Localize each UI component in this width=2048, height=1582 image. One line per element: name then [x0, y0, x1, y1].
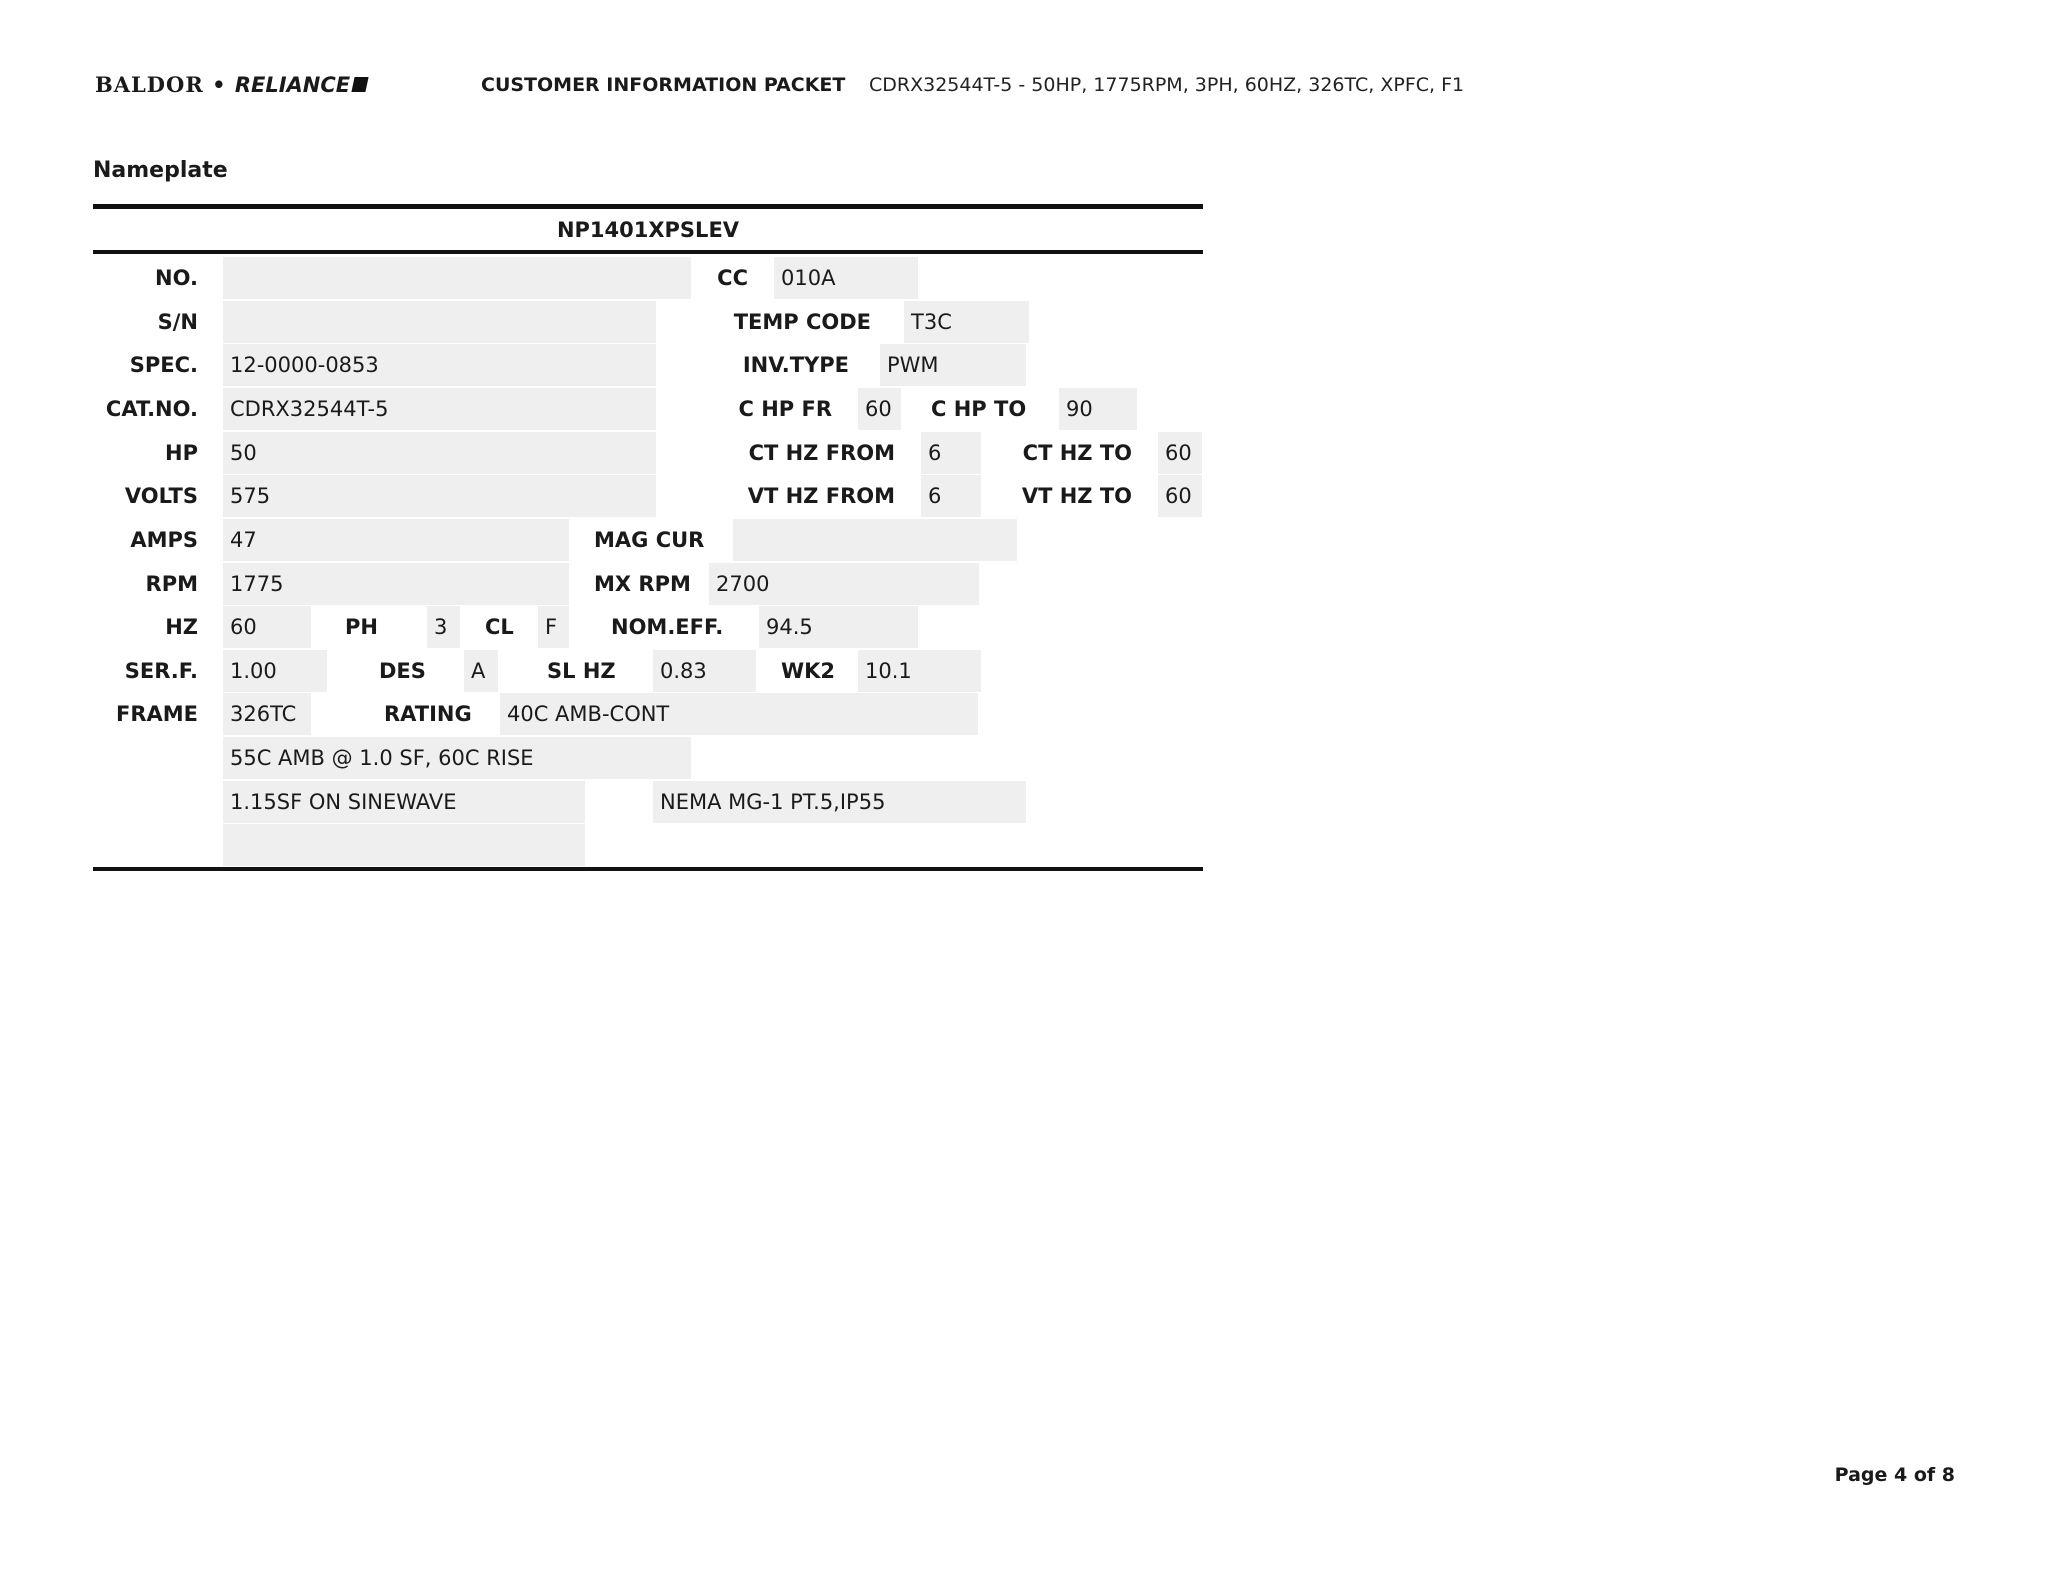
label-no: NO. [155, 266, 198, 290]
label-cc: CC [717, 266, 748, 290]
value-cat-no: CDRX32544T-5 [223, 388, 656, 430]
value-ph: 3 [427, 606, 460, 648]
label-cat-no: CAT.NO. [105, 397, 198, 421]
value-temp-code: T3C [904, 301, 1029, 343]
packet-title: CUSTOMER INFORMATION PACKET [481, 74, 846, 96]
row-no: NO. CC 010A [0, 257, 2048, 299]
value-vt-hz-to: 60 [1158, 475, 1202, 517]
label-ser-f: SER.F. [124, 659, 198, 683]
label-sl-hz: SL HZ [547, 659, 616, 683]
row-hz: HZ 60 PH 3 CL F NOM.EFF. 94.5 [0, 606, 2048, 648]
row-spec: SPEC. 12-0000-0853 INV.TYPE PWM [0, 344, 2048, 386]
value-amps: 47 [223, 519, 569, 561]
label-nom-eff: NOM.EFF. [611, 615, 724, 639]
label-des: DES [379, 659, 426, 683]
value-vt-hz-from: 6 [921, 475, 981, 517]
value-c-hp-to: 90 [1059, 388, 1137, 430]
value-hp: 50 [223, 432, 656, 474]
row-hp: HP 50 CT HZ FROM 6 CT HZ TO 60 [0, 432, 2048, 474]
value-rpm: 1775 [223, 563, 569, 605]
row-sn: S/N TEMP CODE T3C [0, 301, 2048, 343]
row-volts: VOLTS 575 VT HZ FROM 6 VT HZ TO 60 [0, 475, 2048, 517]
value-volts: 575 [223, 475, 656, 517]
label-ct-hz-from: CT HZ FROM [748, 441, 895, 465]
row-amps: AMPS 47 MAG CUR [0, 519, 2048, 561]
label-vt-hz-from: VT HZ FROM [747, 484, 895, 508]
value-note-4 [223, 824, 585, 866]
label-cl: CL [485, 615, 514, 639]
value-mx-rpm: 2700 [709, 563, 979, 605]
value-inv-type: PWM [880, 344, 1026, 386]
value-wk2: 10.1 [858, 650, 981, 692]
value-ser-f: 1.00 [223, 650, 327, 692]
label-wk2: WK2 [781, 659, 836, 683]
row-cat-no: CAT.NO. CDRX32544T-5 C HP FR 60 C HP TO … [0, 388, 2048, 430]
label-sn: S/N [157, 310, 198, 334]
label-spec: SPEC. [129, 353, 198, 377]
label-inv-type: INV.TYPE [742, 353, 849, 377]
nameplate-id: NP1401XPSLEV [556, 218, 740, 242]
label-c-hp-fr: C HP FR [738, 397, 832, 421]
label-rpm: RPM [145, 572, 198, 596]
row-frame: FRAME 326TC RATING 40C AMB-CONT [0, 693, 2048, 735]
product-description: CDRX32544T-5 - 50HP, 1775RPM, 3PH, 60HZ,… [869, 74, 1465, 96]
top-rule [93, 204, 1203, 209]
value-spec: 12-0000-0853 [223, 344, 656, 386]
label-mx-rpm: MX RPM [594, 572, 691, 596]
label-hz: HZ [165, 615, 198, 639]
value-note-1: 55C AMB @ 1.0 SF, 60C RISE [223, 737, 691, 779]
value-ct-hz-to: 60 [1158, 432, 1202, 474]
label-ct-hz-to: CT HZ TO [1022, 441, 1132, 465]
bottom-rule [93, 867, 1203, 871]
label-rating: RATING [384, 702, 472, 726]
label-temp-code: TEMP CODE [733, 310, 871, 334]
section-title: Nameplate [93, 158, 228, 183]
row-ser-f: SER.F. 1.00 DES A SL HZ 0.83 WK2 10.1 [0, 650, 2048, 692]
value-sn [223, 301, 656, 343]
value-no [223, 257, 691, 299]
row-note-2: 1.15SF ON SINEWAVE NEMA MG-1 PT.5,IP55 [0, 781, 2048, 823]
baldor-reliance-logo: BALDOR • RELIANCE [95, 72, 369, 97]
value-hz: 60 [223, 606, 311, 648]
value-cc: 010A [774, 257, 918, 299]
value-note-2: 1.15SF ON SINEWAVE [223, 781, 585, 823]
value-rating: 40C AMB-CONT [500, 693, 978, 735]
row-note-4 [0, 824, 2048, 866]
value-ct-hz-from: 6 [921, 432, 981, 474]
label-mag-cur: MAG CUR [594, 528, 705, 552]
value-mag-cur [733, 519, 1017, 561]
row-note-1: 55C AMB @ 1.0 SF, 60C RISE [0, 737, 2048, 779]
value-sl-hz: 0.83 [653, 650, 756, 692]
header-rule [93, 250, 1203, 254]
label-volts: VOLTS [124, 484, 198, 508]
label-vt-hz-to: VT HZ TO [1021, 484, 1132, 508]
label-c-hp-to: C HP TO [931, 397, 1027, 421]
value-nom-eff: 94.5 [759, 606, 918, 648]
label-frame: FRAME [115, 702, 198, 726]
value-frame: 326TC [223, 693, 311, 735]
label-ph: PH [345, 615, 378, 639]
value-des: A [464, 650, 498, 692]
value-cl: F [538, 606, 569, 648]
value-note-3: NEMA MG-1 PT.5,IP55 [653, 781, 1026, 823]
label-amps: AMPS [130, 528, 198, 552]
row-rpm: RPM 1775 MX RPM 2700 [0, 563, 2048, 605]
label-hp: HP [165, 441, 198, 465]
page-number: Page 4 of 8 [1834, 1464, 1955, 1486]
value-c-hp-fr: 60 [858, 388, 901, 430]
